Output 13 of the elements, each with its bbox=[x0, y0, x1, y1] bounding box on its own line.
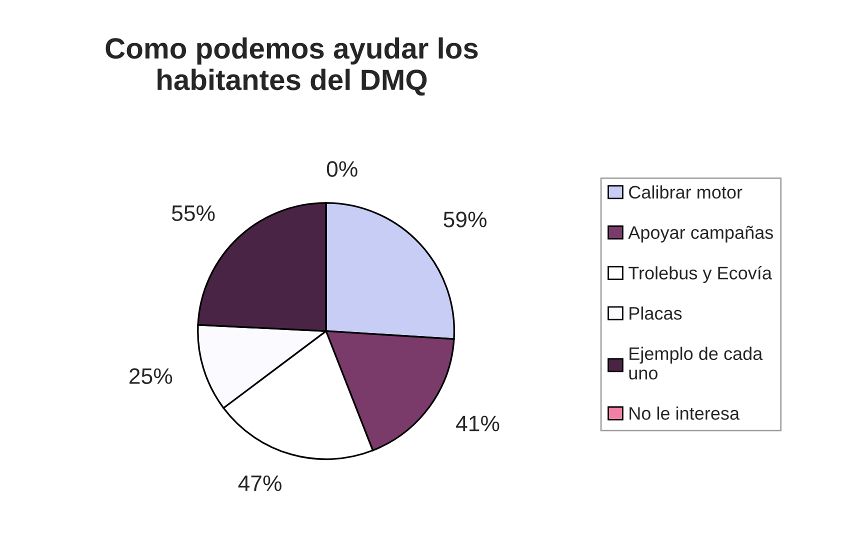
legend-label: Ejemplo de cada uno bbox=[629, 346, 763, 380]
legend-label: Placas bbox=[630, 306, 682, 320]
text: 0% bbox=[326, 161, 358, 177]
legend-label: Calibrar motor bbox=[629, 185, 742, 199]
data-label: 55% bbox=[172, 205, 215, 222]
data-label: 41% bbox=[456, 416, 500, 432]
data-label: 59% bbox=[444, 212, 486, 228]
legend-label: Trolebus y Ecovía bbox=[628, 266, 772, 284]
data-label: 47% bbox=[238, 476, 282, 492]
legend-label: No le interesa bbox=[630, 406, 740, 420]
legend-label: Apoyar campañas bbox=[628, 226, 774, 243]
data-label: 25% bbox=[130, 368, 172, 384]
chart-title: Como podemos ayudar los habitantes del DMQ bbox=[106, 37, 478, 96]
